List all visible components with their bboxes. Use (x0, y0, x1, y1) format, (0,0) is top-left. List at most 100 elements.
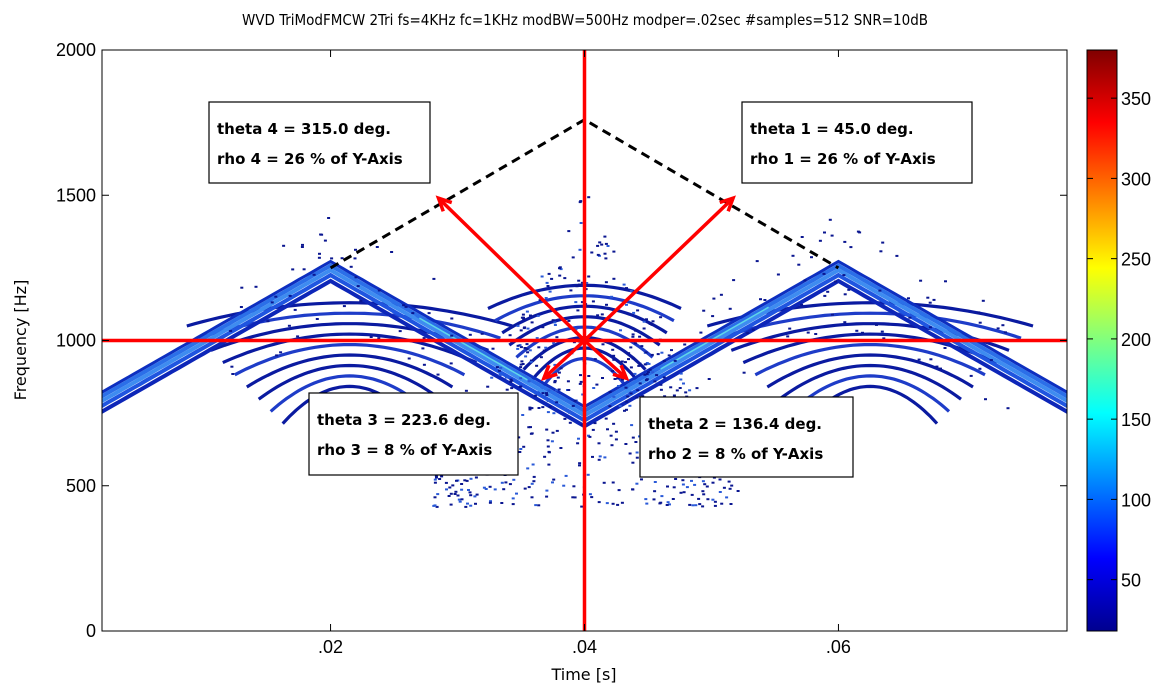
speckle (875, 323, 878, 326)
speckle (698, 503, 702, 506)
speckle (605, 303, 608, 306)
colorbar-tick-label: 300 (1121, 169, 1151, 189)
speckle (511, 503, 515, 506)
speckle (580, 423, 584, 426)
y-tick-label: 0 (86, 621, 96, 641)
speckle (679, 378, 683, 381)
speckle (469, 504, 473, 507)
speckle (614, 438, 618, 441)
speckle (597, 458, 601, 461)
speckle (619, 329, 622, 332)
speckle (618, 321, 622, 324)
speckle (369, 336, 373, 338)
speckle (593, 422, 597, 425)
speckle (282, 244, 286, 247)
speckle (573, 496, 577, 499)
ridge-highlight (660, 306, 769, 370)
speckle (458, 500, 462, 503)
speckle (449, 362, 453, 365)
speckle (300, 246, 304, 248)
speckle (375, 246, 379, 248)
speckle (609, 341, 612, 344)
speckle (580, 301, 584, 304)
speckle (377, 337, 381, 340)
speckle (623, 409, 626, 412)
speckle (763, 299, 767, 301)
speckle (600, 243, 604, 246)
speckle (718, 478, 722, 481)
speckle (552, 478, 556, 481)
speckle (505, 388, 509, 391)
speckle (588, 493, 592, 496)
speckle (512, 478, 516, 481)
speckle (928, 301, 932, 304)
speckle (600, 313, 604, 316)
speckle (621, 378, 624, 381)
y-tick-label: 1500 (56, 185, 96, 205)
speckle (509, 380, 513, 383)
speckle (711, 498, 715, 501)
speckle (563, 407, 567, 410)
speckle (855, 329, 859, 332)
speckle (519, 346, 523, 349)
speckle (613, 378, 617, 380)
speckle (266, 320, 270, 323)
colorbar-ticks: 50 100 150 200 250 300 350 (1087, 89, 1151, 591)
speckle (625, 287, 628, 290)
speckle (644, 351, 648, 354)
speckle (537, 504, 541, 507)
speckle (433, 478, 437, 481)
speckle (500, 481, 504, 484)
speckle (564, 474, 568, 477)
speckle (545, 281, 549, 284)
speckle (635, 451, 639, 454)
speckle (578, 464, 581, 467)
speckle (523, 326, 527, 329)
speckle (653, 490, 657, 493)
annotation-box (308, 392, 519, 476)
speckle (528, 349, 532, 352)
speckle (495, 366, 499, 369)
speckle (648, 322, 652, 325)
speckle (519, 363, 523, 366)
speckle (823, 231, 826, 234)
speckle (578, 462, 582, 465)
speckle (636, 389, 640, 392)
speckle (624, 386, 628, 389)
speckle (907, 297, 910, 300)
speckle (929, 358, 933, 361)
speckle (547, 272, 551, 275)
speckle (545, 489, 549, 492)
speckle (585, 282, 589, 284)
speckle (444, 481, 448, 484)
speckle (518, 344, 522, 347)
speckle (288, 294, 292, 297)
speckle (776, 273, 780, 276)
speckle (548, 290, 552, 293)
speckle (694, 504, 698, 507)
speckle (730, 484, 734, 487)
speckle (274, 295, 278, 298)
speckle (650, 323, 654, 326)
speckle (522, 445, 526, 448)
speckle (327, 217, 331, 219)
speckle (398, 330, 402, 333)
speckle (683, 343, 687, 346)
speckle (555, 429, 559, 432)
speckle (628, 404, 632, 407)
speckle (291, 268, 295, 271)
speckle (682, 491, 686, 494)
left-lobe-arc (234, 343, 466, 377)
speckle (457, 498, 461, 501)
speckle (558, 267, 561, 270)
annotation-4: theta 4 = 315.0 deg. rho 4 = 26 % of Y-Ax… (208, 101, 431, 184)
speckle (616, 377, 620, 380)
speckle (684, 391, 688, 394)
speckle (504, 376, 508, 379)
speckle (467, 489, 470, 491)
speckle (720, 502, 724, 505)
x-tick-label: .02 (318, 637, 343, 657)
speckle (633, 342, 637, 345)
speckle (625, 400, 628, 403)
